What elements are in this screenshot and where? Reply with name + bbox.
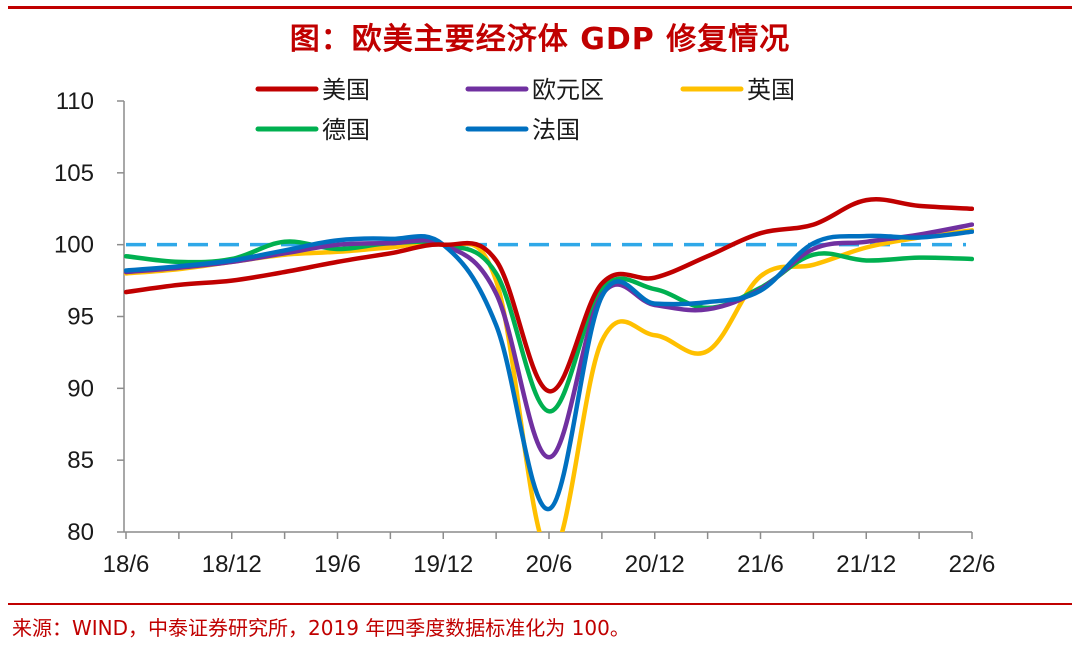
legend-label: 德国 xyxy=(322,116,370,144)
legend-label: 欧元区 xyxy=(532,76,604,104)
y-tick-label: 90 xyxy=(67,375,94,402)
x-tick-label: 21/6 xyxy=(737,551,784,578)
x-tick-label: 22/6 xyxy=(949,551,996,578)
x-tick-label: 19/6 xyxy=(314,551,361,578)
legend-label: 美国 xyxy=(322,76,370,104)
top-rule xyxy=(8,6,1072,9)
source-note: 来源：WIND，中泰证券研究所，2019 年四季度数据标准化为 100。 xyxy=(12,616,630,640)
series-line-法国 xyxy=(124,229,974,512)
bottom-rule xyxy=(8,603,1072,605)
legend-label: 英国 xyxy=(747,76,795,104)
x-tick-label: 20/6 xyxy=(526,551,573,578)
x-tick-label: 18/6 xyxy=(103,551,150,578)
y-tick-label: 105 xyxy=(54,160,94,187)
x-tick-label: 19/12 xyxy=(413,551,473,578)
chart-title: 图：欧美主要经济体 GDP 修复情况 xyxy=(289,22,791,57)
series-line-美国 xyxy=(124,197,974,394)
y-tick-label: 80 xyxy=(67,519,94,546)
y-tick-label: 85 xyxy=(67,447,94,474)
x-tick-label: 21/12 xyxy=(836,551,896,578)
series-line-欧元区 xyxy=(124,222,974,460)
y-tick-label: 110 xyxy=(56,88,94,115)
series-line-德国 xyxy=(124,239,974,414)
y-tick-label: 95 xyxy=(67,304,94,331)
x-tick-label: 18/12 xyxy=(202,551,262,578)
legend-label: 法国 xyxy=(532,116,580,144)
y-tick-label: 100 xyxy=(54,232,94,259)
x-tick-label: 20/12 xyxy=(625,551,685,578)
